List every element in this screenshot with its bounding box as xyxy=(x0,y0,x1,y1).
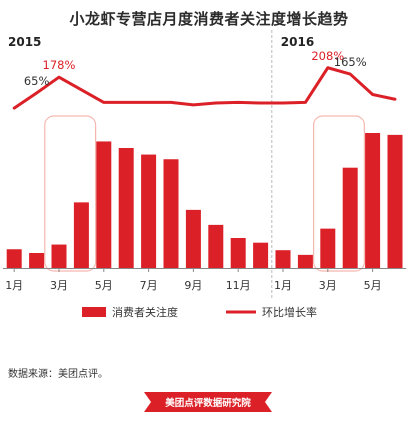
highlight-box-1 xyxy=(313,115,366,272)
bar xyxy=(275,250,291,268)
bar xyxy=(185,209,201,268)
year-label: 2016 xyxy=(281,35,314,49)
bar xyxy=(73,202,89,268)
bar xyxy=(163,159,179,268)
highlight-box-0 xyxy=(44,115,97,272)
x-tick-label: 5月 xyxy=(364,279,382,292)
bar xyxy=(320,228,336,268)
x-tick-label: 3月 xyxy=(319,279,337,292)
bar xyxy=(365,133,381,268)
data-label: 165% xyxy=(334,55,367,69)
x-tick-label: 11月 xyxy=(226,279,251,292)
data-label: 208% xyxy=(311,49,344,63)
series-line xyxy=(12,66,397,110)
bar xyxy=(118,148,134,268)
footer-banner-text: 美团点评数据研究院 xyxy=(165,398,251,409)
chart-title: 小龙虾专营店月度消费者关注度增长趋势 xyxy=(69,10,349,28)
bar xyxy=(342,167,358,268)
legend-bar-label: 消费者关注度 xyxy=(112,305,178,319)
bar xyxy=(141,154,157,268)
bar xyxy=(297,254,313,268)
bar xyxy=(29,253,45,268)
footer-banner: 美团点评数据研究院 xyxy=(144,392,272,412)
bar xyxy=(208,224,224,268)
bar xyxy=(230,238,246,268)
year-label: 2015 xyxy=(8,35,41,49)
bar xyxy=(253,242,269,268)
x-tick-label: 5月 xyxy=(95,279,113,292)
x-tick-label: 7月 xyxy=(140,279,158,292)
x-tick-label: 3月 xyxy=(50,279,68,292)
data-label: 178% xyxy=(43,58,76,72)
bar xyxy=(6,249,22,268)
footer-banner-shape xyxy=(144,392,272,412)
x-tick-label: 9月 xyxy=(184,279,202,292)
data-label: 65% xyxy=(24,74,50,88)
x-tick-label: 1月 xyxy=(274,279,292,292)
data-source-note: 数据来源：美团点评。 xyxy=(8,369,108,380)
x-tick-label: 1月 xyxy=(5,279,23,292)
legend-line-label: 环比增长率 xyxy=(262,305,317,319)
bar xyxy=(96,141,112,268)
bar xyxy=(51,244,67,268)
legend-bar-swatch xyxy=(82,307,106,317)
bar xyxy=(387,134,403,268)
